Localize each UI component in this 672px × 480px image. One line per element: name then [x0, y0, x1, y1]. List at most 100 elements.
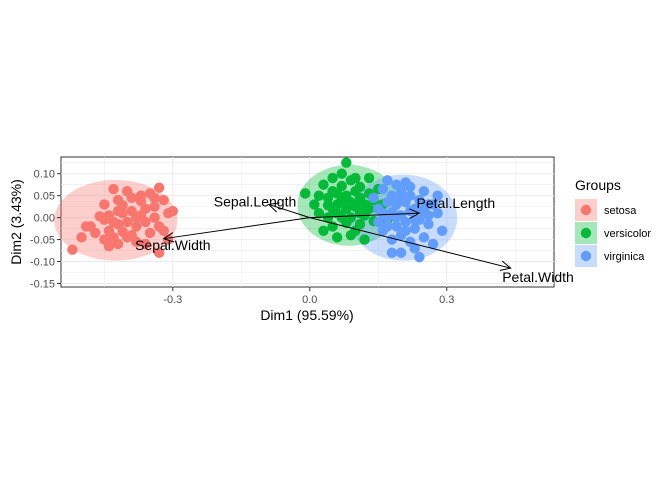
point-virginica — [423, 218, 434, 230]
variable-label: Petal.Length — [417, 195, 496, 211]
point-versicolor — [350, 172, 361, 184]
point-versicolor — [363, 203, 375, 215]
point-virginica — [382, 175, 393, 186]
arrowhead-Petal.Width — [499, 260, 512, 271]
point-versicolor — [318, 179, 329, 190]
y-tick-label: -0.15 — [30, 278, 55, 290]
point-virginica — [418, 232, 430, 243]
legend-label-versicolor: versicolor — [604, 228, 651, 240]
point-virginica — [432, 208, 443, 219]
point-setosa — [117, 208, 128, 219]
legend-label-setosa: setosa — [604, 205, 637, 217]
data-points — [67, 157, 448, 263]
point-setosa — [158, 194, 169, 206]
point-versicolor — [322, 200, 334, 211]
y-tick-label: -0.10 — [30, 257, 55, 269]
point-versicolor — [327, 172, 338, 184]
point-virginica — [382, 221, 393, 232]
point-versicolor — [300, 188, 311, 199]
point-virginica — [405, 190, 416, 201]
point-setosa — [149, 212, 160, 223]
point-virginica — [436, 225, 448, 236]
arrowhead-Sepal.Length — [267, 202, 280, 213]
point-virginica — [368, 192, 379, 204]
point-virginica — [409, 243, 420, 254]
point-setosa — [99, 199, 110, 210]
point-setosa — [112, 238, 124, 250]
point-setosa — [126, 192, 137, 204]
point-setosa — [67, 244, 78, 255]
point-versicolor — [336, 180, 347, 192]
point-versicolor — [363, 172, 375, 184]
point-versicolor — [313, 190, 325, 201]
point-versicolor — [309, 199, 320, 210]
legend-title: Groups — [575, 177, 621, 193]
point-setosa — [144, 227, 156, 239]
point-virginica — [414, 251, 425, 263]
point-setosa — [76, 232, 87, 243]
point-virginica — [386, 190, 398, 201]
point-virginica — [400, 225, 411, 236]
x-axis-title: Dim1 (95.59%) — [260, 307, 353, 323]
point-setosa — [131, 212, 142, 223]
variable-arrows: Sepal.Length Sepal.Width Petal.Length Petal… — [135, 193, 574, 285]
point-versicolor — [331, 208, 343, 219]
legend-marker-setosa — [580, 204, 592, 216]
arrow-Sepal.Length — [268, 203, 310, 219]
point-setosa — [126, 229, 137, 241]
point-versicolor — [354, 181, 366, 193]
point-virginica — [409, 223, 420, 234]
arrow-Sepal.Width — [163, 217, 310, 240]
point-versicolor — [345, 212, 357, 223]
point-setosa — [158, 225, 169, 236]
point-versicolor — [327, 186, 338, 197]
x-tick-label: 0.3 — [439, 294, 454, 306]
variable-label: Petal.Width — [502, 269, 574, 285]
point-setosa — [140, 216, 151, 228]
point-setosa — [153, 182, 165, 193]
point-versicolor — [318, 225, 329, 236]
point-setosa — [103, 240, 115, 252]
point-setosa — [112, 194, 124, 206]
point-versicolor — [345, 229, 357, 241]
legend: Groups setosa versicolor virginica — [575, 177, 651, 267]
legend-marker-versicolor — [580, 227, 592, 239]
point-virginica — [427, 238, 439, 250]
x-tick-label: 0.0 — [302, 294, 317, 306]
legend-marker-virginica — [580, 250, 592, 262]
y-axis-title: Dim2 (3.43%) — [8, 179, 24, 265]
arrow-Petal.Length — [309, 212, 420, 219]
x-tick-label: -0.3 — [163, 294, 182, 306]
point-versicolor — [341, 157, 352, 168]
point-virginica — [395, 247, 407, 258]
point-setosa — [167, 205, 179, 217]
arrowhead-Sepal.Width — [162, 232, 175, 243]
point-versicolor — [313, 208, 325, 219]
point-setosa — [140, 238, 151, 250]
point-virginica — [386, 247, 398, 258]
point-virginica — [377, 208, 389, 219]
point-setosa — [140, 203, 151, 215]
point-setosa — [108, 216, 119, 228]
point-virginica — [386, 234, 398, 245]
y-tick-label: 0.00 — [34, 213, 55, 225]
point-setosa — [131, 221, 142, 232]
point-versicolor — [331, 232, 343, 243]
point-virginica — [391, 212, 402, 223]
variable-label: Sepal.Width — [135, 237, 210, 253]
x-axis-ticks: -0.3 0.0 0.3 — [163, 287, 454, 306]
point-setosa — [108, 183, 119, 195]
point-versicolor — [322, 212, 334, 223]
arrow-Petal.Width — [309, 217, 511, 269]
y-axis-ticks: 0.10 0.05 0.00 -0.05 -0.10 -0.15 — [30, 169, 61, 290]
point-virginica — [395, 192, 407, 204]
point-setosa — [149, 201, 160, 212]
arrowhead-Petal.Length — [409, 208, 421, 219]
point-virginica — [405, 181, 416, 193]
point-virginica — [373, 216, 384, 228]
point-setosa — [153, 247, 165, 258]
point-virginica — [418, 186, 430, 197]
point-versicolor — [354, 218, 366, 230]
point-setosa — [135, 190, 147, 201]
